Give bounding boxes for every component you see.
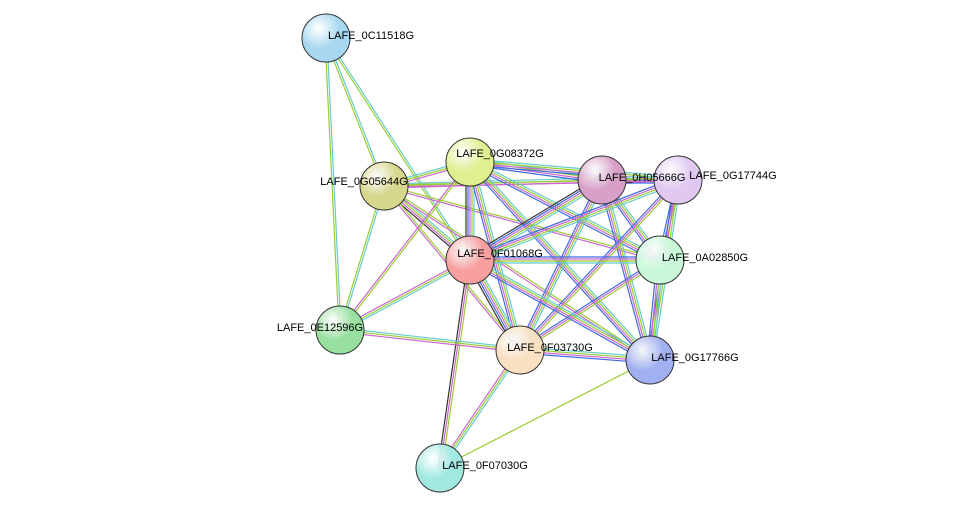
node-n_g17766[interactable]	[626, 336, 674, 384]
node-n_g05644[interactable]	[360, 162, 408, 210]
network-graph: LAFE_0C11518GLAFE_0G05644GLAFE_0G08372GL…	[0, 0, 975, 524]
node-n_g17744[interactable]	[654, 156, 702, 204]
edge	[440, 360, 650, 468]
node-n_a02850[interactable]	[636, 236, 684, 284]
node-n_f07030[interactable]	[416, 444, 464, 492]
labels-layer: LAFE_0C11518GLAFE_0G05644GLAFE_0G08372GL…	[277, 30, 777, 472]
edge	[470, 161, 678, 179]
edge	[442, 260, 472, 468]
node-n_c11518[interactable]	[302, 14, 350, 62]
edge	[327, 38, 341, 330]
node-n_f01068[interactable]	[446, 236, 494, 284]
edge	[440, 260, 470, 468]
edge	[325, 39, 469, 261]
edge	[340, 332, 520, 352]
node-n_e12596[interactable]	[316, 306, 364, 354]
node-n_g08372[interactable]	[446, 138, 494, 186]
edges-layer	[325, 37, 681, 469]
edge	[340, 330, 520, 350]
edge	[327, 37, 471, 259]
node-n_f03730[interactable]	[496, 326, 544, 374]
node-n_h05666[interactable]	[578, 156, 626, 204]
edge	[340, 328, 520, 348]
edge	[325, 38, 339, 330]
